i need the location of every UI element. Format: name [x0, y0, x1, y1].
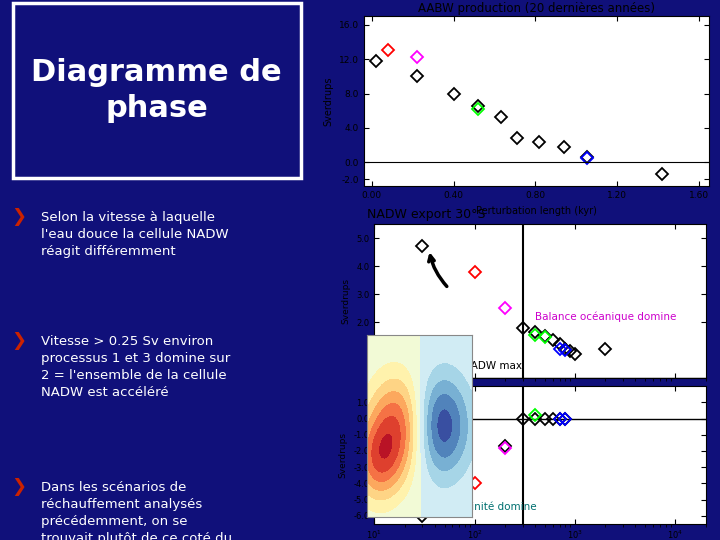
Text: Balance océanique domine: Balance océanique domine — [534, 311, 676, 322]
Text: NADW export 30°S: NADW export 30°S — [367, 208, 486, 221]
Y-axis label: Sverdrups: Sverdrups — [338, 432, 348, 478]
FancyBboxPatch shape — [12, 3, 301, 178]
Title: AABW production (20 dernières années): AABW production (20 dernières années) — [418, 2, 655, 15]
Text: ❯: ❯ — [12, 208, 27, 226]
Y-axis label: Sverdrups: Sverdrups — [342, 278, 351, 324]
Text: Diagramme de
phase: Diagramme de phase — [31, 58, 282, 123]
Y-axis label: Sverdrups: Sverdrups — [323, 77, 333, 126]
X-axis label: Perturbation length (kyr): Perturbation length (kyr) — [476, 206, 597, 215]
Text: ❯: ❯ — [12, 332, 27, 350]
Text: ❯: ❯ — [12, 478, 27, 496]
Text: NADW max: NADW max — [463, 361, 522, 371]
Text: Vitesse > 0.25 Sv environ
processus 1 et 3 domine sur
2 = l'ensemble de la cellu: Vitesse > 0.25 Sv environ processus 1 et… — [41, 335, 230, 399]
Text: Dans les scénarios de
réchauffement analysés
précédemment, on se
trouvait plutôt: Dans les scénarios de réchauffement anal… — [41, 481, 232, 540]
Text: Selon la vitesse à laquelle
l'eau douce la cellule NADW
réagit différemment: Selon la vitesse à laquelle l'eau douce … — [41, 211, 228, 258]
Text: Anomalie salinité domine: Anomalie salinité domine — [404, 502, 536, 512]
